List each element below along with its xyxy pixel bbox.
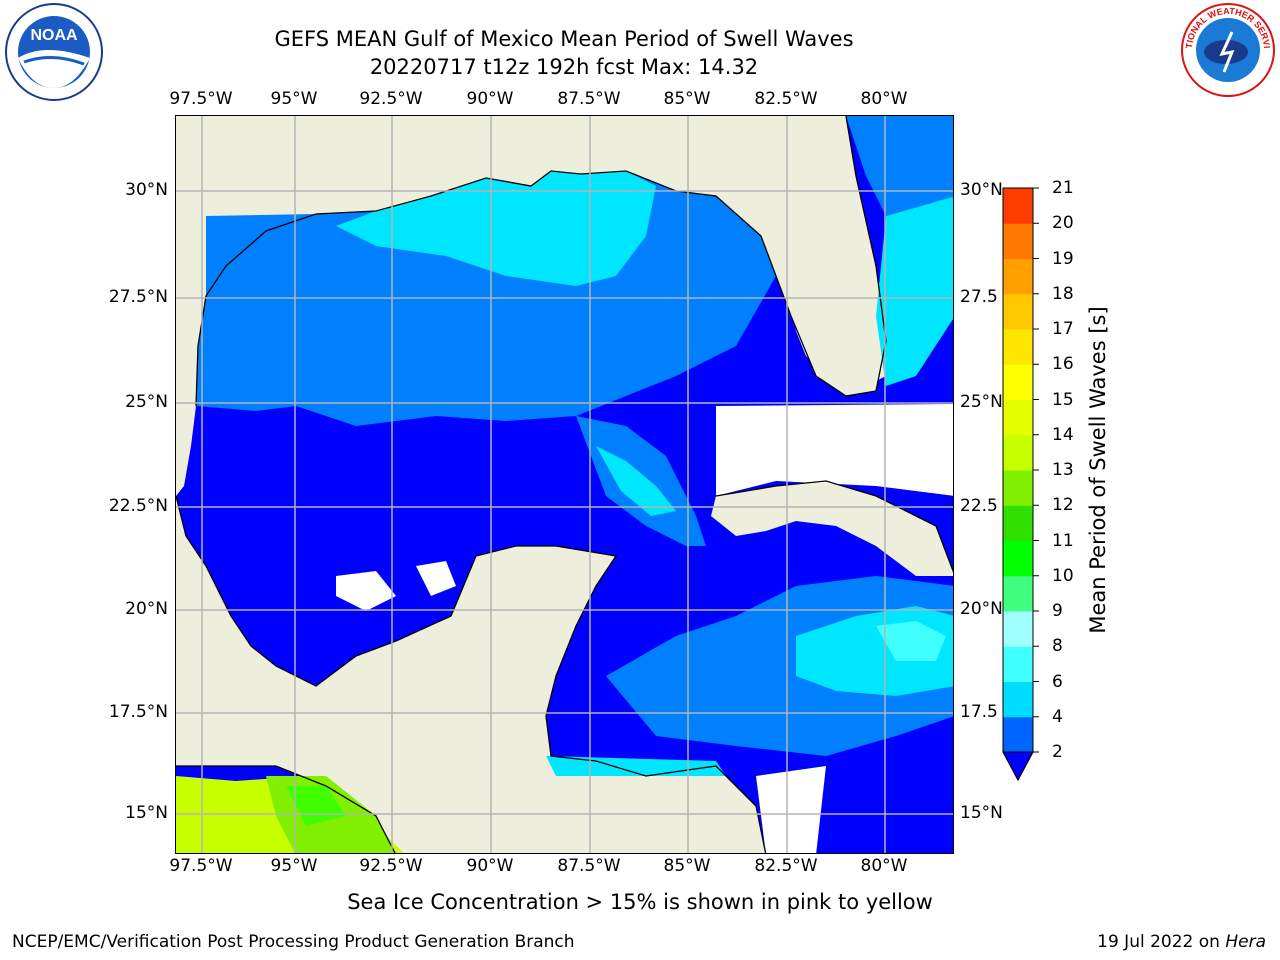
lon-top-label: 82.5°W xyxy=(754,89,818,109)
lon-top-label: 85°W xyxy=(663,89,711,109)
lon-bot-label: 97.5°W xyxy=(169,856,233,876)
noaa-logo: NOAA xyxy=(5,3,103,101)
colorbar-tick-label: 11 xyxy=(1052,530,1074,551)
colorbar-segment xyxy=(1003,258,1033,295)
machine-name: Hera xyxy=(1225,932,1266,952)
colorbar-tick-label: 14 xyxy=(1052,424,1074,445)
colorbar-tick-label: 13 xyxy=(1052,460,1074,480)
lon-bot-label: 92.5°W xyxy=(359,856,423,876)
lon-top-label: 97.5°W xyxy=(169,89,233,109)
colorbar-segment xyxy=(1003,293,1033,330)
colorbar-segment xyxy=(1003,434,1033,471)
colorbar-canvas xyxy=(1002,187,1039,782)
sea-ice-note: Sea Ice Concentration > 15% is shown in … xyxy=(347,890,933,914)
colorbar-segment xyxy=(1003,399,1033,436)
colorbar-segment xyxy=(1003,470,1033,506)
colorbar-segment xyxy=(1003,611,1033,647)
coastlines xyxy=(176,116,953,853)
lat-right-label: 22.5 xyxy=(960,496,998,516)
colorbar-segment xyxy=(1003,646,1033,682)
lat-left-label: 17.5°N xyxy=(108,702,168,722)
zone-4-6-strait xyxy=(596,446,676,516)
lat-right-label: 25°N xyxy=(960,392,1003,412)
land-florida xyxy=(756,116,886,396)
lon-top-label: 92.5°W xyxy=(359,89,423,109)
lat-right-label: 20°N xyxy=(960,599,1003,619)
zone-4-6-north xyxy=(336,171,656,286)
nws-logo: NATIONAL WEATHER SERVICE xyxy=(1180,2,1275,97)
graticule xyxy=(176,116,953,853)
map-subtitle: 20220717 t12z 192h fcst Max: 14.32 xyxy=(369,55,759,79)
swell-period-fill xyxy=(196,116,953,776)
colorbar-segment xyxy=(1003,716,1033,753)
colorbar-segment xyxy=(1003,575,1033,612)
lon-bot-label: 95°W xyxy=(270,856,318,876)
colorbar-title: Mean Period of Swell Waves [s] xyxy=(1086,306,1110,634)
producer-credit: NCEP/EMC/Verification Post Processing Pr… xyxy=(12,932,575,952)
colorbar-tick-label: 19 xyxy=(1052,248,1074,269)
colorbar-tick-label: 4 xyxy=(1052,706,1063,727)
lon-top-label: 90°W xyxy=(466,89,514,109)
lat-right-label: 17.5 xyxy=(960,702,998,722)
generation-date: 19 Jul 2022 on Hera xyxy=(1097,932,1266,952)
colorbar-tick-label: 16 xyxy=(1052,354,1074,375)
colorbar-tick-label: 6 xyxy=(1052,671,1063,692)
no-data-areas xyxy=(336,404,953,853)
lon-bot-label: 82.5°W xyxy=(754,856,818,876)
lat-right-label: 30°N xyxy=(960,180,1003,200)
lon-bot-label: 90°W xyxy=(466,856,514,876)
colorbar xyxy=(1002,187,1039,782)
lon-top-label: 95°W xyxy=(270,89,318,109)
colorbar-tick-label: 15 xyxy=(1052,389,1074,410)
lat-left-label: 22.5°N xyxy=(108,496,168,516)
lat-left-label: 25°N xyxy=(125,392,168,412)
colorbar-tick-label: 20 xyxy=(1052,213,1074,234)
colorbar-tick-label: 9 xyxy=(1052,601,1063,621)
colorbar-segment xyxy=(1003,364,1033,400)
colorbar-extend-triangle xyxy=(1002,751,1034,782)
map-title: GEFS MEAN Gulf of Mexico Mean Period of … xyxy=(274,27,854,51)
land-cuba xyxy=(711,481,953,576)
lat-left-label: 20°N xyxy=(125,599,168,619)
colorbar-tick-label: 18 xyxy=(1052,283,1074,304)
lat-left-label: 27.5°N xyxy=(108,287,168,307)
colorbar-tick-label: 21 xyxy=(1052,178,1074,198)
lon-bot-label: 85°W xyxy=(663,856,711,876)
colorbar-tick-label: 2 xyxy=(1052,742,1063,762)
colorbar-tick-label: 10 xyxy=(1052,565,1074,586)
lon-top-label: 87.5°W xyxy=(557,89,621,109)
map-canvas xyxy=(176,116,953,853)
colorbar-tick-label: 17 xyxy=(1052,319,1074,339)
colorbar-segment xyxy=(1003,505,1033,541)
lon-bot-label: 80°W xyxy=(860,856,908,876)
lat-left-label: 15°N xyxy=(125,803,168,823)
zone-4-6-florida-east xyxy=(876,196,953,386)
svg-text:NOAA: NOAA xyxy=(30,27,78,44)
swell-period-map xyxy=(175,115,954,854)
colorbar-segment xyxy=(1003,329,1033,365)
land-mexico xyxy=(176,496,766,853)
colorbar-tick-label: 12 xyxy=(1052,495,1074,516)
lat-left-label: 30°N xyxy=(125,180,168,200)
colorbar-outline xyxy=(1002,187,1034,782)
lat-right-label: 15°N xyxy=(960,803,1003,823)
colorbar-segment xyxy=(1003,681,1033,718)
colorbar-segment xyxy=(1003,223,1033,259)
colorbar-tick-label: 8 xyxy=(1052,636,1063,657)
colorbar-segment xyxy=(1003,188,1033,224)
lon-bot-label: 87.5°W xyxy=(557,856,621,876)
zone-6-8-caribbean xyxy=(876,621,946,661)
lat-right-label: 27.5 xyxy=(960,287,998,307)
colorbar-segment xyxy=(1003,540,1033,577)
lon-top-label: 80°W xyxy=(860,89,908,109)
